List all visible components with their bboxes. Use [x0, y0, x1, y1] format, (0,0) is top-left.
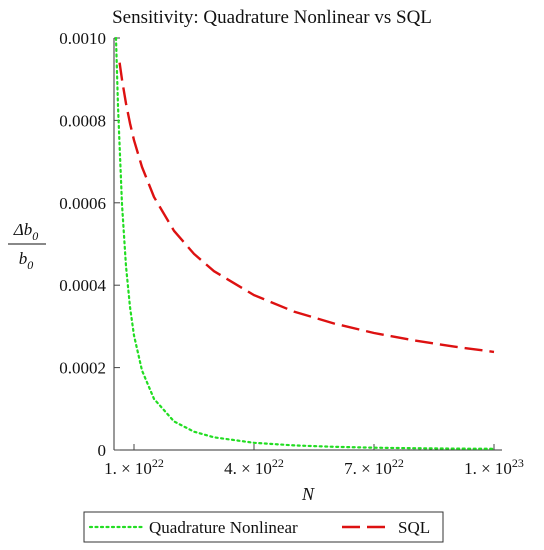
- y-axis-label-numerator: Δb0: [13, 220, 38, 243]
- series-line-2: [118, 62, 495, 354]
- tick-marks: [114, 37, 495, 451]
- y-tick-label: 0.0002: [59, 359, 106, 378]
- x-tick-label: 1. × 1022: [104, 456, 164, 478]
- x-tick-label: 1. × 1023: [464, 456, 524, 478]
- x-axis-label: N: [301, 484, 315, 504]
- legend: Quadrature Nonlinear SQL: [83, 511, 444, 543]
- x-tick-labels: 1. × 1022 4. × 1022 7. × 1022 1. × 1023: [104, 456, 524, 478]
- y-axis-label-denominator: b0: [19, 249, 34, 272]
- y-tick-label: 0.0010: [59, 29, 106, 48]
- legend-items: Quadrature Nonlinear SQL: [88, 518, 430, 537]
- x-tick-label: 4. × 1022: [224, 456, 284, 478]
- y-axis-label: Δb0 b0: [8, 220, 46, 272]
- series-line-1: [114, 36, 496, 450]
- legend-label-2: SQL: [398, 518, 430, 537]
- y-tick-labels: 0 0.0002 0.0004 0.0006 0.0008 0.0010: [59, 29, 106, 460]
- y-tick-label: 0.0006: [59, 194, 106, 213]
- y-tick-label: 0.0008: [59, 111, 106, 130]
- y-tick-label: 0.0004: [59, 276, 106, 295]
- series-layer: [114, 36, 496, 450]
- legend-label-1: Quadrature Nonlinear: [149, 518, 298, 537]
- y-tick-label: 0: [98, 441, 107, 460]
- chart-title: Sensitivity: Quadrature Nonlinear vs SQL: [112, 7, 432, 28]
- x-tick-label: 7. × 1022: [344, 456, 404, 478]
